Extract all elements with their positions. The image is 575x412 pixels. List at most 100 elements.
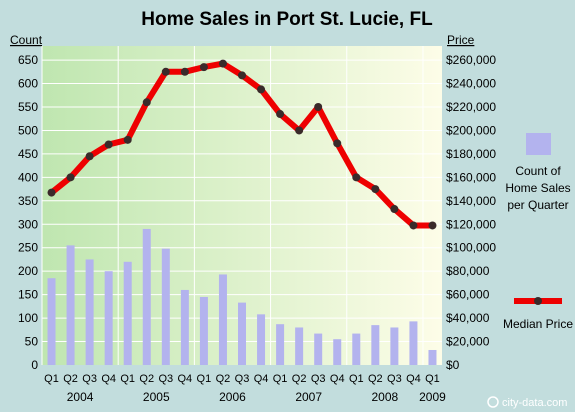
quarter-tick-label: Q2 xyxy=(368,373,383,385)
legend: Count of Home Sales per Quarter Median P… xyxy=(503,133,573,331)
line-point xyxy=(352,173,361,182)
left-axis-ticks: 0 50 100 150 200 250 300 350 400 450 500 550 600 650 xyxy=(18,53,38,372)
left-tick-label: 300 xyxy=(18,217,38,231)
left-tick-label: 650 xyxy=(18,53,38,67)
legend-bar-label-line3: per Quarter xyxy=(507,198,568,212)
bar xyxy=(333,339,342,365)
bar xyxy=(66,245,75,365)
right-tick-label: $160,000 xyxy=(446,170,496,184)
line-point xyxy=(66,173,75,182)
line-point xyxy=(199,63,208,72)
year-label: 2009 xyxy=(419,390,446,404)
left-tick-label: 450 xyxy=(18,147,38,161)
bar xyxy=(257,314,266,365)
watermark: city-data.com xyxy=(487,396,567,409)
left-tick-label: 150 xyxy=(18,288,38,302)
bar xyxy=(314,333,323,365)
right-axis-ticks: $0 $20,000 $40,000 $60,000 $80,000 $100,000 $1… xyxy=(446,53,496,372)
right-tick-label: $40,000 xyxy=(446,311,490,325)
left-tick-label: 250 xyxy=(18,241,38,255)
left-tick-label: 400 xyxy=(18,170,38,184)
quarter-tick-label: Q1 xyxy=(197,373,212,385)
left-tick-label: 550 xyxy=(18,100,38,114)
x-axis-year-labels: 2004 2005 2006 2007 2008 2009 xyxy=(67,390,446,404)
quarter-tick-label: Q1 xyxy=(44,373,59,385)
bar xyxy=(218,274,227,365)
quarter-tick-label: Q3 xyxy=(82,373,97,385)
left-tick-label: 350 xyxy=(18,194,38,208)
quarter-tick-label: Q4 xyxy=(101,373,116,385)
line-point xyxy=(104,140,113,149)
quarter-tick-label: Q2 xyxy=(63,373,78,385)
quarter-tick-label: Q1 xyxy=(273,373,288,385)
left-tick-label: 50 xyxy=(25,335,39,349)
line-point xyxy=(123,135,132,144)
year-label: 2005 xyxy=(143,390,170,404)
line-point xyxy=(161,67,170,76)
right-tick-label: $140,000 xyxy=(446,194,496,208)
right-tick-label: $20,000 xyxy=(446,335,490,349)
line-point xyxy=(85,152,94,161)
right-tick-label: $120,000 xyxy=(446,217,496,231)
bar xyxy=(390,327,399,365)
line-point xyxy=(257,85,266,94)
line-point xyxy=(180,67,189,76)
quarter-tick-label: Q1 xyxy=(425,373,440,385)
grid-lines xyxy=(41,46,442,365)
chart-title: Home Sales in Port St. Lucie, FL xyxy=(141,9,433,30)
bar xyxy=(47,278,56,365)
watermark-search-icon xyxy=(487,396,499,408)
line-point xyxy=(238,71,246,80)
legend-line-marker xyxy=(534,297,542,305)
right-axis-label: Price xyxy=(447,33,475,47)
left-tick-label: 500 xyxy=(18,123,38,137)
quarter-tick-label: Q4 xyxy=(254,373,269,385)
left-tick-label: 200 xyxy=(18,264,38,278)
line-point xyxy=(47,188,56,197)
quarter-tick-label: Q3 xyxy=(235,373,250,385)
line-series xyxy=(47,59,437,230)
quarter-tick-label: Q4 xyxy=(330,373,345,385)
line-point xyxy=(390,205,399,214)
line-point xyxy=(142,98,151,107)
quarter-tick-label: Q2 xyxy=(139,373,154,385)
quarter-tick-label: Q1 xyxy=(120,373,135,385)
bar xyxy=(295,327,304,365)
watermark-text: city-data.com xyxy=(502,397,567,409)
right-tick-label: $260,000 xyxy=(446,53,496,67)
bar xyxy=(85,259,94,365)
left-tick-label: 0 xyxy=(31,358,38,372)
right-tick-label: $60,000 xyxy=(446,288,490,302)
line-point xyxy=(276,110,285,119)
line-point xyxy=(314,102,323,111)
x-axis-quarter-ticks: Q1 Q2 Q3 Q4 Q1 Q2 Q3 Q4 Q1 Q2 Q3 Q4 Q1 Q2 Q3 Q4 Q1 Q2 Q3 Q4… xyxy=(44,373,440,385)
bar xyxy=(409,321,418,365)
quarter-tick-label: Q4 xyxy=(406,373,421,385)
legend-bar-swatch xyxy=(526,133,551,155)
quarter-tick-label: Q2 xyxy=(216,373,231,385)
right-tick-label: $200,000 xyxy=(446,123,496,137)
line-point xyxy=(218,59,227,68)
quarter-tick-label: Q3 xyxy=(387,373,402,385)
bar xyxy=(142,228,151,365)
legend-bar-label-line2: Home Sales xyxy=(505,181,570,195)
bar xyxy=(276,324,285,365)
year-label: 2007 xyxy=(295,390,322,404)
bar xyxy=(123,261,132,365)
bar xyxy=(238,302,246,365)
quarter-tick-label: Q2 xyxy=(292,373,307,385)
bar xyxy=(104,271,113,365)
line-point xyxy=(333,139,342,148)
bar xyxy=(371,325,380,365)
left-tick-label: 100 xyxy=(18,311,38,325)
line-point xyxy=(371,185,380,194)
right-tick-label: $180,000 xyxy=(446,147,496,161)
year-label: 2004 xyxy=(67,390,94,404)
left-axis-label: Count xyxy=(10,33,43,47)
line-point xyxy=(295,126,304,135)
quarter-tick-label: Q3 xyxy=(158,373,173,385)
left-tick-label: 600 xyxy=(18,77,38,91)
year-label: 2006 xyxy=(219,390,246,404)
right-tick-label: $240,000 xyxy=(446,77,496,91)
